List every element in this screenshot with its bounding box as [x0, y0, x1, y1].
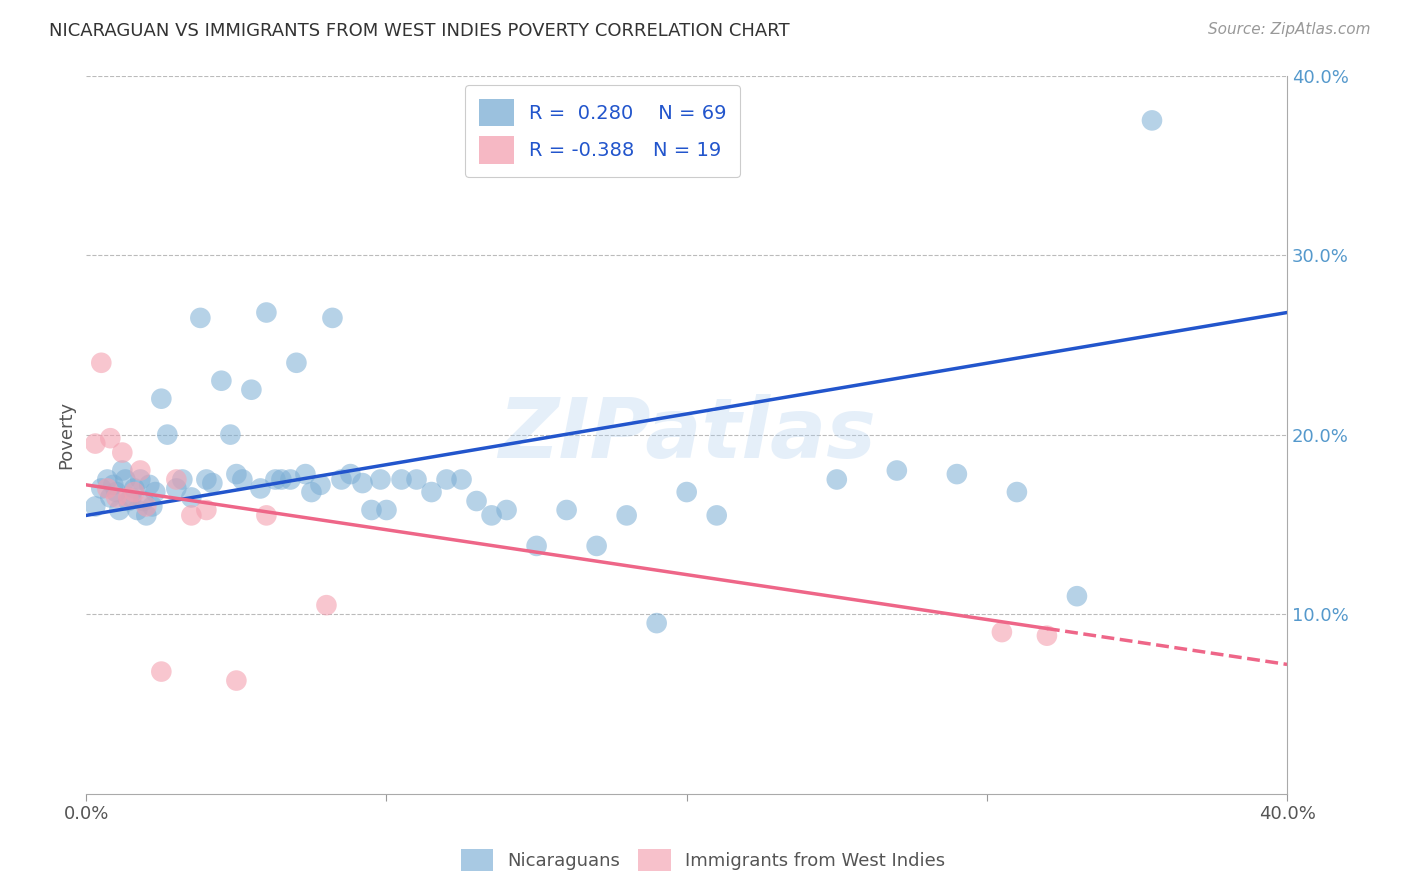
Point	[225, 673, 247, 688]
Point	[108, 503, 131, 517]
Point	[301, 485, 323, 500]
Point	[555, 503, 578, 517]
Legend: R =  0.280    N = 69, R = -0.388   N = 19: R = 0.280 N = 69, R = -0.388 N = 19	[465, 86, 741, 178]
Point	[165, 473, 187, 487]
Point	[1140, 113, 1163, 128]
Point	[124, 485, 146, 500]
Point	[270, 473, 292, 487]
Point	[420, 485, 443, 500]
Text: Source: ZipAtlas.com: Source: ZipAtlas.com	[1208, 22, 1371, 37]
Point	[129, 463, 152, 477]
Point	[129, 473, 152, 487]
Point	[254, 508, 277, 523]
Point	[436, 473, 458, 487]
Point	[240, 383, 263, 397]
Point	[946, 467, 969, 481]
Point	[219, 427, 242, 442]
Point	[450, 473, 472, 487]
Point	[117, 494, 139, 508]
Point	[886, 463, 908, 477]
Point	[195, 503, 218, 517]
Point	[285, 356, 308, 370]
Point	[114, 473, 136, 487]
Point	[616, 508, 638, 523]
Point	[141, 500, 163, 514]
Point	[706, 508, 728, 523]
Point	[352, 476, 374, 491]
Point	[90, 482, 112, 496]
Point	[225, 467, 247, 481]
Point	[195, 473, 218, 487]
Point	[180, 491, 202, 505]
Point	[180, 508, 202, 523]
Point	[495, 503, 517, 517]
Point	[156, 427, 179, 442]
Text: NICARAGUAN VS IMMIGRANTS FROM WEST INDIES POVERTY CORRELATION CHART: NICARAGUAN VS IMMIGRANTS FROM WEST INDIE…	[49, 22, 790, 40]
Point	[150, 665, 173, 679]
Point	[231, 473, 253, 487]
Point	[1005, 485, 1028, 500]
Point	[321, 310, 343, 325]
Point	[209, 374, 232, 388]
Point	[585, 539, 607, 553]
Point	[117, 491, 139, 505]
Point	[339, 467, 361, 481]
Point	[991, 625, 1014, 640]
Point	[84, 500, 107, 514]
Point	[825, 473, 848, 487]
Point	[105, 491, 128, 505]
Point	[294, 467, 316, 481]
Point	[127, 503, 149, 517]
Point	[481, 508, 503, 523]
Point	[280, 473, 302, 487]
Point	[120, 491, 142, 505]
Point	[675, 485, 697, 500]
Point	[249, 482, 271, 496]
Point	[150, 392, 173, 406]
Point	[1036, 629, 1059, 643]
Point	[526, 539, 548, 553]
Point	[103, 478, 125, 492]
Point	[132, 494, 155, 508]
Point	[645, 616, 668, 631]
Point	[375, 503, 398, 517]
Legend: Nicaraguans, Immigrants from West Indies: Nicaraguans, Immigrants from West Indies	[453, 842, 953, 879]
Point	[315, 598, 337, 612]
Point	[1066, 589, 1088, 603]
Y-axis label: Poverty: Poverty	[58, 401, 75, 468]
Point	[90, 356, 112, 370]
Point	[96, 473, 118, 487]
Point	[111, 463, 134, 477]
Point	[254, 305, 277, 319]
Point	[135, 508, 157, 523]
Point	[135, 500, 157, 514]
Point	[172, 473, 194, 487]
Point	[98, 431, 121, 445]
Point	[309, 478, 332, 492]
Point	[190, 310, 212, 325]
Point	[138, 478, 160, 492]
Point	[111, 445, 134, 459]
Point	[370, 473, 392, 487]
Point	[264, 473, 287, 487]
Point	[96, 482, 118, 496]
Point	[105, 485, 128, 500]
Text: ZIPatlas: ZIPatlas	[498, 394, 876, 475]
Point	[330, 473, 353, 487]
Point	[165, 482, 187, 496]
Point	[360, 503, 382, 517]
Point	[465, 494, 488, 508]
Point	[84, 436, 107, 450]
Point	[124, 482, 146, 496]
Point	[391, 473, 413, 487]
Point	[405, 473, 427, 487]
Point	[143, 485, 166, 500]
Point	[201, 476, 224, 491]
Point	[98, 491, 121, 505]
